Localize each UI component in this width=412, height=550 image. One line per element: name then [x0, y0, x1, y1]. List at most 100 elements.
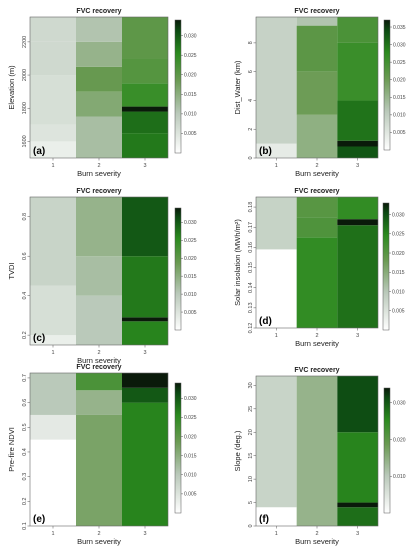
heatmap-cell-c3-b4 [122, 197, 168, 257]
heatmap-cell-c2-b2 [296, 71, 338, 115]
colorbar-tick-label: 0.010 [393, 113, 406, 119]
x-tick-label: 1 [275, 531, 278, 537]
heatmap-cell-c3-b1 [337, 146, 378, 158]
heatmap-cell-c2-b3 [76, 66, 122, 92]
y-tick-label: 2200 [22, 36, 28, 48]
y-tick-label: 0.3 [22, 473, 28, 481]
heatmap-cell-c3-b3 [122, 256, 168, 318]
chart-title: FVC recovery [294, 8, 339, 15]
x-tick-label: 2 [97, 350, 100, 356]
y-tick-label: 2 [248, 128, 254, 131]
colorbar-tick-label: 0.020 [184, 73, 197, 79]
colorbar-tick-label: 0.020 [184, 434, 197, 440]
heatmap-cell-c3-b1 [122, 133, 168, 158]
heatmap-cell-c2-b4 [296, 17, 338, 26]
colorbar-tick-label: 0.025 [184, 415, 197, 421]
x-axis-label: Burn severity [295, 537, 339, 546]
heatmap-cell-c1-b3 [30, 75, 76, 125]
heatmap-cell-c3-b2 [337, 502, 378, 508]
x-tick-label: 3 [356, 333, 359, 339]
y-tick-label: 25 [248, 406, 254, 412]
heatmap-cell-c3-b4 [122, 83, 168, 107]
heatmap-cell-c3-b5 [122, 58, 168, 84]
colorbar-tick-label: 0.030 [393, 401, 406, 407]
colorbar [382, 202, 390, 331]
heatmap-cell-c2-b2 [296, 217, 338, 238]
heatmap-cell-c1-b5 [30, 17, 76, 42]
x-axis-label: Burn severity [77, 356, 121, 365]
chart-panel-6: FVC recovery 1 2 3 Burn severity 0 5 10 15 20 25 30… [233, 367, 406, 546]
colorbar [174, 19, 182, 154]
chart-title: FVC recovery [294, 367, 339, 374]
heatmap-cell-c2-b2 [76, 91, 122, 117]
y-tick-label: 0.4 [22, 292, 28, 300]
heatmap-cell-c1-b2 [30, 124, 76, 142]
y-tick-label: 0.14 [248, 282, 254, 293]
heatmap-cell-c1-b1 [30, 335, 76, 345]
heatmap-cell-c2-b2 [76, 390, 122, 415]
heatmap-cell-c1-b4 [30, 41, 76, 76]
y-tick-label: 0.7 [22, 374, 28, 382]
colorbar-tick-label: 0.020 [392, 251, 405, 257]
x-tick-label: 2 [315, 333, 318, 339]
heatmap-cell-c1-b1 [256, 249, 297, 328]
colorbar [174, 382, 182, 514]
heatmap-cell-c3-b4 [337, 42, 378, 101]
y-tick-label: 0.17 [248, 222, 254, 233]
x-tick-label: 3 [356, 531, 359, 537]
colorbar-tick-label: 0.005 [184, 310, 197, 316]
heatmap-cell-c1-b1 [30, 141, 76, 158]
heatmap-cell-c2-b1 [76, 295, 122, 345]
y-tick-label: 4 [248, 99, 254, 102]
heatmap-cell-c1-b2 [30, 414, 76, 440]
chart-panel-2: FVC recovery 1 2 3 Burn severity 0 2 4 6 8 Dist_Wa… [233, 8, 406, 178]
heatmap-cell-c3-b3 [337, 197, 378, 220]
colorbar-tick-label: 0.030 [184, 220, 197, 226]
heatmap-cell-c1-b2 [30, 285, 76, 336]
x-tick-label: 3 [143, 350, 146, 356]
y-tick-label: 1800 [22, 102, 28, 114]
colorbar-tick-label: 0.030 [184, 33, 197, 39]
heatmap-cell-c2-b4 [76, 41, 122, 67]
panel-label: (d) [259, 316, 272, 327]
colorbar-tick-label: 0.015 [184, 274, 197, 280]
chart-title: FVC recovery [76, 8, 121, 15]
heatmap-cell-c3-b3 [337, 432, 378, 503]
y-tick-label: 15 [248, 453, 254, 459]
chart-panel-5: FVC recovery 1 2 3 Burn severity 0.1 0.2 0.3 0.4… [7, 364, 197, 546]
heatmap-cell-c3-b1 [337, 225, 378, 328]
y-tick-label: 0.12 [248, 323, 254, 334]
chart-title: FVC recovery [76, 188, 121, 195]
colorbar-tick-label: 0.035 [393, 25, 406, 31]
x-axis-label: Burn severity [295, 339, 339, 348]
heatmap-cell-c1-b1 [256, 507, 297, 526]
heatmap-cell-c2-b1 [76, 414, 122, 526]
heatmap-cell-c2-b1 [296, 376, 338, 526]
x-tick-label: 3 [356, 163, 359, 169]
heatmap-cell-c3-b3 [122, 106, 168, 112]
colorbar-tick-label: 0.020 [393, 78, 406, 84]
y-tick-label: 0.6 [22, 252, 28, 260]
chart-title: FVC recovery [76, 364, 121, 371]
y-tick-label: 0 [248, 156, 254, 159]
heatmap-cell-c2-b1 [76, 116, 122, 158]
y-tick-label: 0.18 [248, 202, 254, 213]
colorbar-tick-label: 0.015 [393, 95, 406, 101]
y-tick-label: 8 [248, 41, 254, 44]
y-axis-label: Pre-fire NDVI [7, 427, 16, 472]
colorbar-tick-label: 0.020 [393, 437, 406, 443]
panel-label: (b) [259, 146, 272, 157]
y-tick-label: 0.5 [22, 423, 28, 431]
y-tick-label: 1600 [22, 135, 28, 147]
y-tick-label: 5 [248, 501, 254, 504]
y-axis-label: Elevation (m) [7, 65, 16, 110]
colorbar-tick-label: 0.005 [184, 131, 197, 137]
chart-panel-1: FVC recovery 1 2 3 Burn severity 1600 1800 2000… [7, 8, 197, 178]
heatmap-cell-c1-b3 [30, 197, 76, 286]
heatmap-cell-c2-b3 [76, 373, 122, 391]
heatmap-cell-c1-b2 [256, 197, 297, 250]
heatmap-cell-c2-b5 [76, 17, 122, 42]
chart-title: FVC recovery [294, 188, 339, 195]
x-tick-label: 3 [143, 163, 146, 169]
